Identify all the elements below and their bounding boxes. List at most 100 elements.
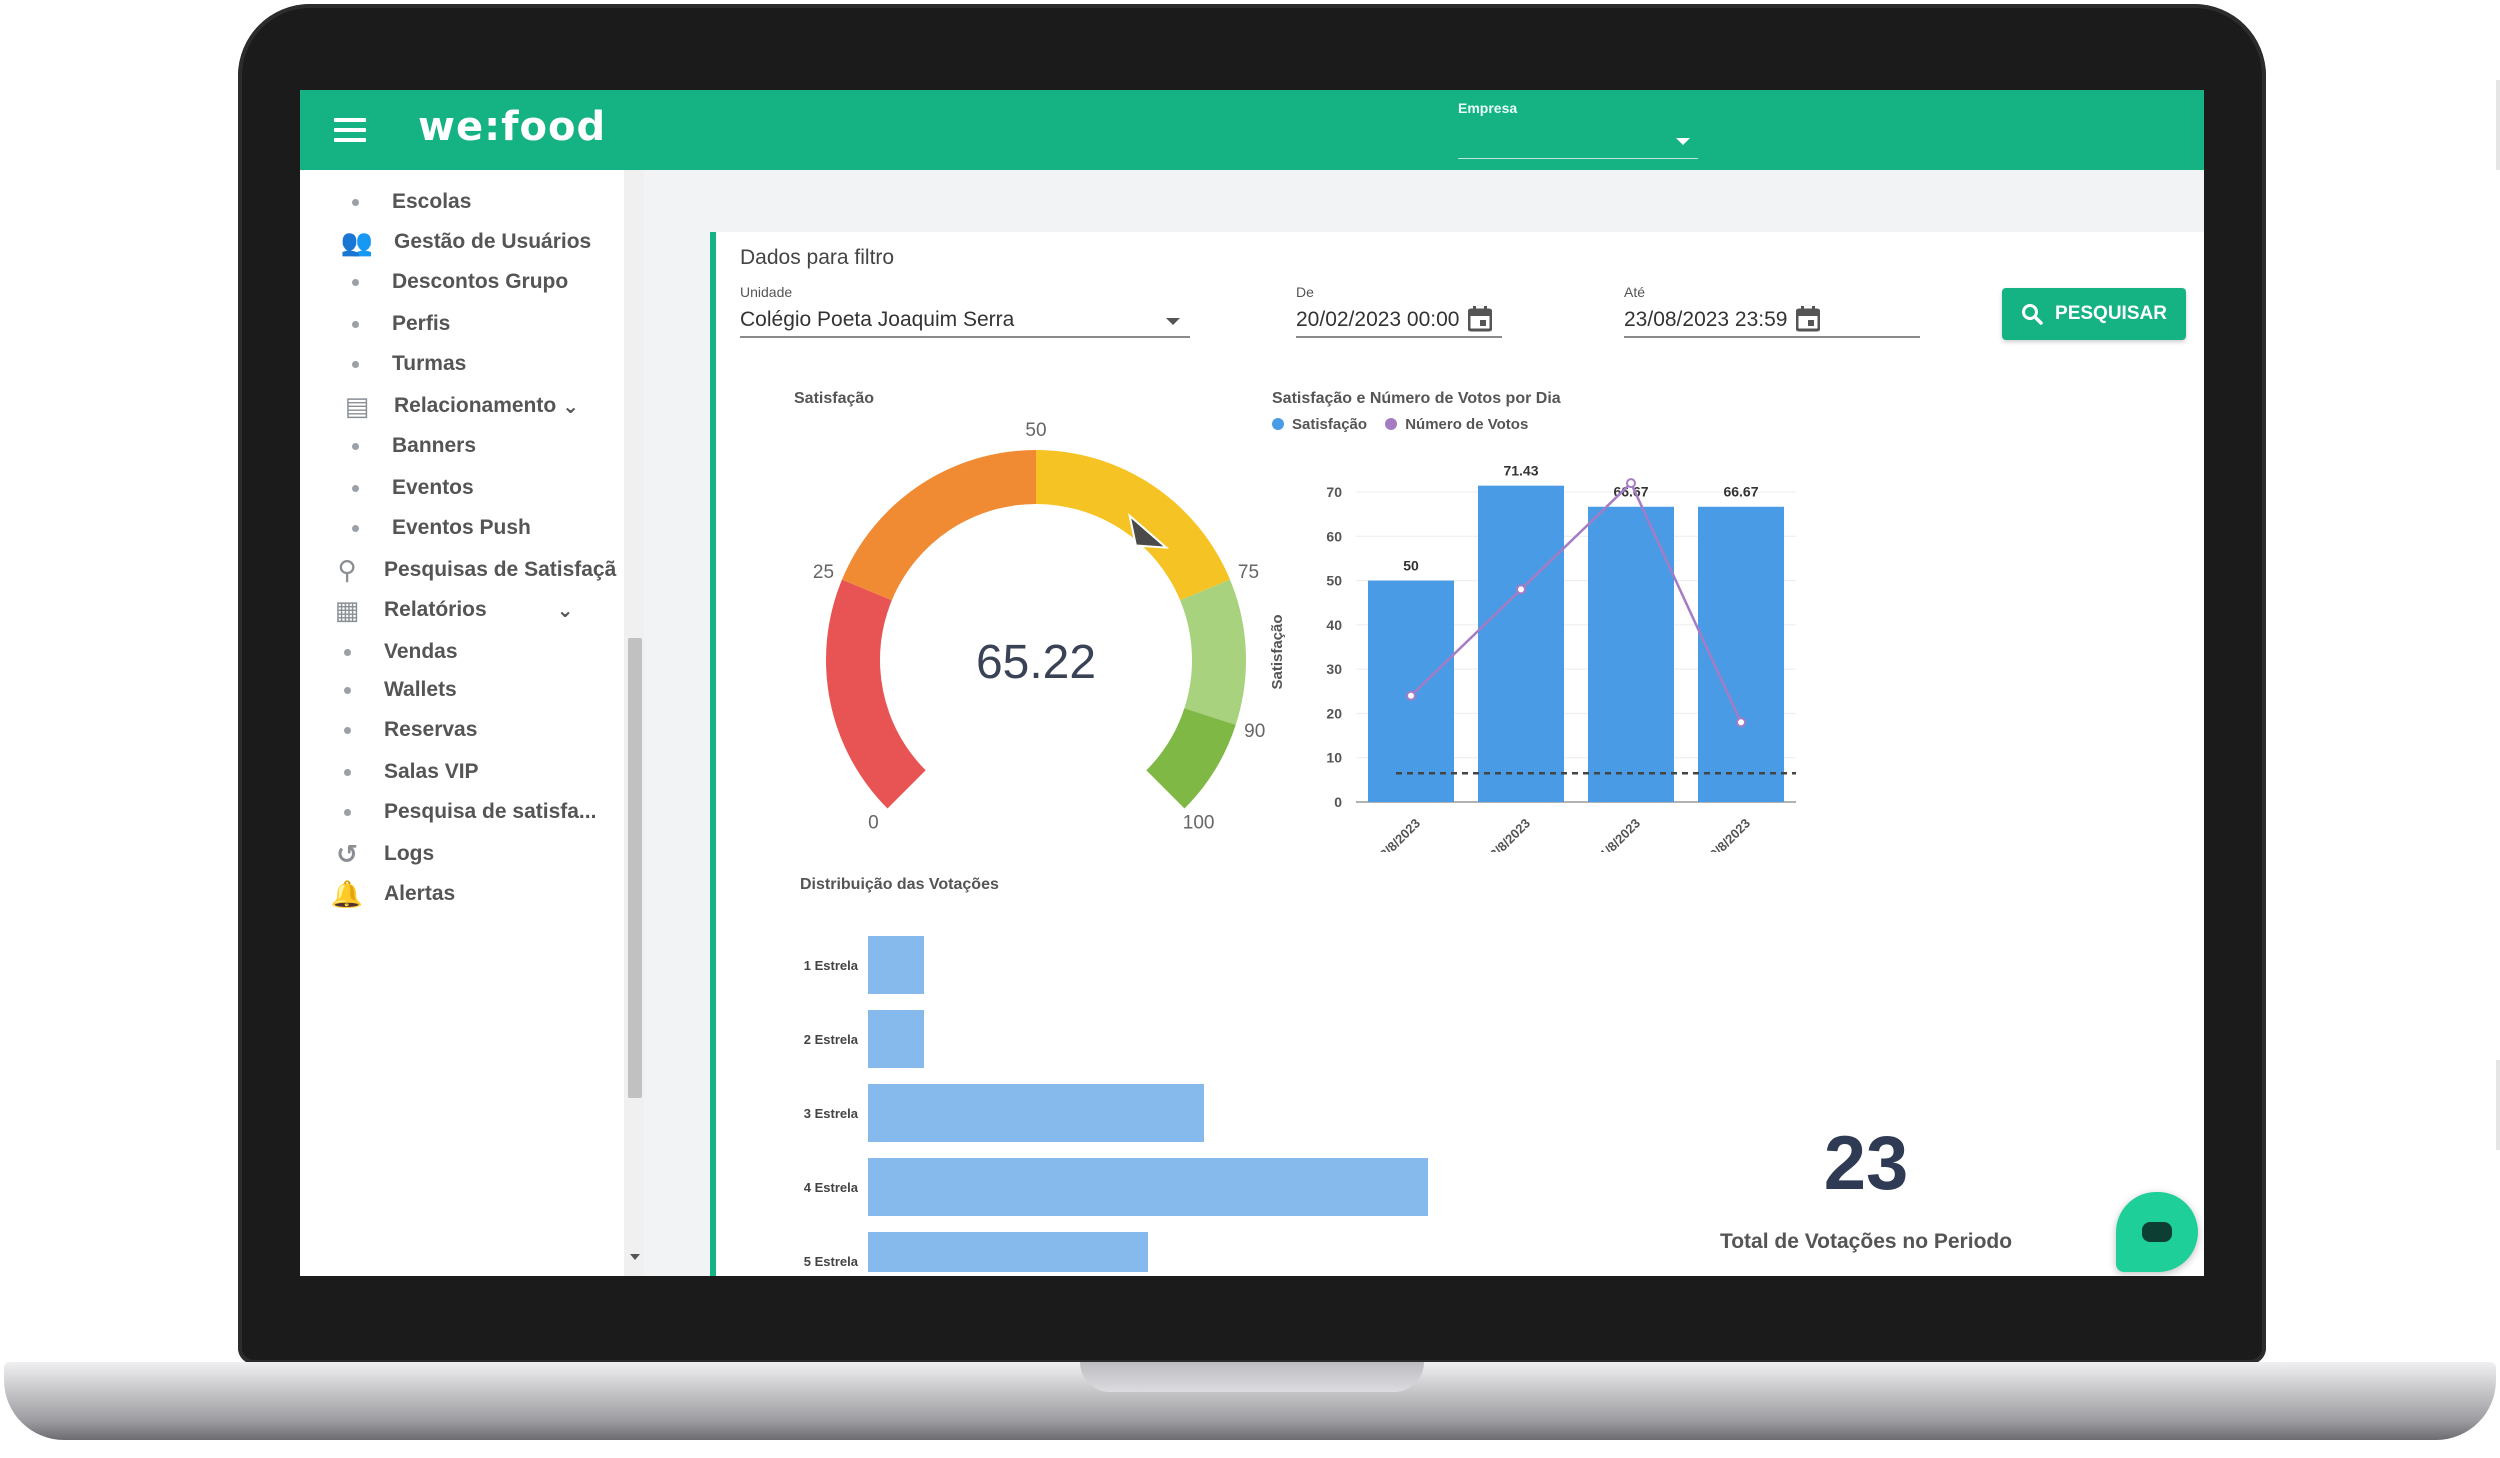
bar-chart-icon: ▦: [334, 595, 360, 625]
sidebar-item[interactable]: 👥 Gestão de Usuários: [340, 228, 591, 256]
gauge-tick-label: 50: [1025, 420, 1046, 441]
y-tick-label: 30: [1326, 661, 1342, 677]
chat-icon: [2142, 1222, 2172, 1242]
scroll-down-icon[interactable]: [630, 1254, 640, 1260]
sidebar-item-label: Logs: [384, 842, 435, 865]
frame-edge: [2496, 80, 2500, 170]
de-date-input[interactable]: 20/02/2023 00:00: [1296, 308, 1460, 331]
chat-icon: ▤: [344, 391, 370, 421]
votes-point[interactable]: [1406, 690, 1416, 701]
sidebar-item[interactable]: Pesquisa de satisfa...: [344, 800, 596, 824]
gauge-value: 65.22: [976, 636, 1096, 689]
sidebar-item[interactable]: 🔔 Alertas: [330, 880, 455, 908]
sidebar-scroll-thumb[interactable]: [628, 638, 642, 1098]
bullet-icon: [352, 442, 359, 450]
sidebar-item-label: Reservas: [384, 718, 478, 741]
sidebar-item[interactable]: ▤ Relacionamento ⌄: [340, 392, 579, 420]
bullet-icon: [344, 768, 351, 776]
sidebar: Escolas 👥 Gestão de Usuários Descontos Grup…: [300, 170, 624, 1276]
votes-point[interactable]: [1736, 717, 1746, 728]
sidebar-item[interactable]: Escolas: [352, 190, 471, 214]
gauge-band: [1146, 708, 1236, 809]
hbar-title: Distribuição das Votações: [800, 876, 999, 893]
sidebar-item[interactable]: Turmas: [352, 352, 466, 376]
empresa-select[interactable]: [1458, 124, 1698, 159]
gauge-tick-label: 100: [1183, 813, 1215, 830]
gauge-tick-label: 90: [1244, 721, 1265, 742]
search-button-label: PESQUISAR: [2055, 303, 2167, 324]
distribution-bar[interactable]: [868, 1010, 924, 1068]
distribution-bar[interactable]: [868, 1084, 1204, 1142]
legend-satisfacao: Satisfação: [1292, 416, 1368, 433]
sidebar-item-label: Relacionamento: [394, 394, 557, 417]
menu-icon[interactable]: [334, 118, 366, 142]
logo: we:food: [418, 104, 607, 150]
users-icon: 👥: [340, 227, 374, 257]
search-button[interactable]: PESQUISAR: [2002, 288, 2186, 340]
sidebar-item-label: Relatórios: [384, 598, 487, 621]
sidebar-item[interactable]: ▦ Relatórios ⌄: [330, 595, 574, 625]
sidebar-item[interactable]: Salas VIP: [344, 760, 479, 784]
app-screen: we:food Empresa Escolas 👥 Gestão de Usuári…: [300, 90, 2204, 1276]
gauge-tick-label: 0: [868, 813, 879, 830]
calendar-icon[interactable]: [1796, 306, 1820, 332]
chevron-down-icon: [1676, 138, 1690, 145]
satisfaction-bar-chart: 0 10 20 30 40 50 60 70 Satisfação 50 22/8/2023 71.4…: [1269, 463, 1796, 852]
votes-point[interactable]: [1626, 478, 1636, 489]
sidebar-item[interactable]: Reservas: [344, 718, 477, 742]
search-icon: [2022, 304, 2043, 325]
sidebar-item[interactable]: ↺ Logs: [330, 840, 434, 868]
category-label: 4 Estrela: [804, 1180, 859, 1195]
sidebar-item[interactable]: ⚲ Pesquisas de Satisfaçã: [330, 556, 616, 584]
sidebar-item[interactable]: Eventos: [352, 476, 474, 500]
category-label: 5 Estrela: [804, 1254, 859, 1269]
sidebar-item-label: Salas VIP: [384, 760, 479, 783]
sidebar-item[interactable]: Wallets: [344, 678, 457, 702]
bar-chart-title: Satisfação e Número de Votos por Dia: [1272, 390, 1561, 407]
frame-edge: [2496, 1060, 2500, 1150]
satisfaction-bar[interactable]: [1478, 485, 1564, 802]
distribution-bar[interactable]: [868, 1158, 1428, 1216]
sidebar-item[interactable]: Perfis: [352, 312, 450, 336]
ate-date-input[interactable]: 23/08/2023 23:59: [1624, 308, 1788, 331]
y-tick-label: 50: [1326, 573, 1342, 589]
sidebar-item-label: Banners: [392, 434, 477, 457]
bullet-icon: [344, 686, 351, 694]
votes-point[interactable]: [1516, 584, 1526, 595]
chevron-down-icon[interactable]: ⌄: [556, 599, 574, 622]
sidebar-item[interactable]: Vendas: [344, 640, 458, 664]
ate-label: Até: [1624, 284, 1646, 300]
de-underline: [1296, 336, 1502, 338]
sidebar-item[interactable]: Eventos Push: [352, 516, 531, 540]
dashboard-card: Dados para filtro Unidade Colégio Poeta …: [710, 232, 2204, 1276]
bar-data-label: 71.43: [1503, 463, 1538, 479]
y-tick-label: 0: [1334, 794, 1342, 810]
total-votes-label: Total de Votações no Periodo: [1719, 1230, 2013, 1253]
y-tick-label: 40: [1326, 617, 1342, 633]
sidebar-item[interactable]: Banners: [352, 434, 476, 458]
sidebar-item-label: Eventos Push: [392, 516, 531, 539]
category-label: 3 Estrela: [804, 1106, 859, 1121]
unidade-underline: [740, 336, 1190, 338]
sidebar-item-label: Alertas: [384, 882, 456, 905]
x-tick-label: 21/8/2023: [1592, 816, 1644, 852]
sidebar-item-label: Pesquisa de satisfa...: [384, 800, 597, 823]
sidebar-item-label: Perfis: [392, 312, 451, 335]
satisfaction-gauge: 65.22 0 25 50 75 90 100: [813, 420, 1265, 830]
chevron-down-icon[interactable]: ⌄: [562, 395, 579, 418]
unidade-select[interactable]: Colégio Poeta Joaquim Serra: [740, 308, 1015, 331]
sidebar-item[interactable]: Descontos Grupo: [352, 270, 568, 294]
gauge-title: Satisfação: [794, 390, 875, 407]
y-tick-label: 70: [1326, 484, 1342, 500]
bullet-icon: [344, 726, 351, 734]
bullet-icon: [352, 484, 359, 492]
calendar-icon[interactable]: [1468, 306, 1492, 332]
gauge-band: [841, 450, 1036, 601]
sidebar-item-label: Wallets: [384, 678, 457, 701]
sidebar-item-label: Escolas: [392, 190, 472, 213]
satisfaction-bar[interactable]: [1698, 506, 1784, 802]
chat-button[interactable]: [2116, 1192, 2198, 1272]
distribution-bar[interactable]: [868, 1232, 1148, 1272]
distribution-bar[interactable]: [868, 936, 924, 994]
satisfaction-bar[interactable]: [1588, 506, 1674, 802]
